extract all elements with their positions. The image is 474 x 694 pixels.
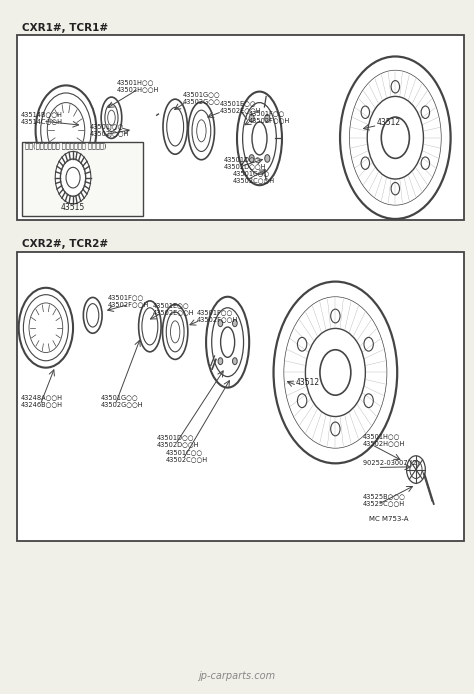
Text: アリ(アンチロック ブレーキング システム): アリ(アンチロック ブレーキング システム) [25, 142, 107, 149]
Circle shape [391, 81, 400, 93]
Ellipse shape [212, 307, 244, 377]
Text: 43501H○○
43502H○○H: 43501H○○ 43502H○○H [363, 433, 405, 446]
Circle shape [391, 183, 400, 195]
Text: 43525B○○○
43525C○○H: 43525B○○○ 43525C○○H [363, 493, 405, 507]
Text: 43512: 43512 [296, 378, 320, 387]
Bar [17, 35, 464, 219]
Circle shape [249, 155, 254, 162]
Circle shape [249, 115, 254, 122]
Ellipse shape [206, 297, 249, 388]
Circle shape [284, 297, 387, 448]
Bar [17, 252, 464, 541]
Circle shape [297, 337, 307, 351]
Circle shape [331, 309, 340, 323]
Ellipse shape [163, 99, 187, 154]
Circle shape [265, 115, 270, 122]
Circle shape [407, 456, 425, 483]
Text: 90252-03007 (2): 90252-03007 (2) [363, 459, 419, 466]
Ellipse shape [166, 312, 184, 352]
Ellipse shape [220, 327, 235, 357]
Ellipse shape [83, 298, 102, 333]
Ellipse shape [105, 104, 118, 132]
Circle shape [18, 288, 73, 368]
Ellipse shape [138, 301, 161, 352]
Circle shape [340, 56, 451, 219]
Text: 43501G○○
43502G○○: 43501G○○ 43502G○○ [183, 92, 221, 104]
Text: jp-carparts.com: jp-carparts.com [199, 671, 275, 681]
Ellipse shape [101, 97, 122, 138]
Text: 43501D○○
43502D○○H: 43501D○○ 43502D○○H [156, 434, 199, 447]
Circle shape [60, 159, 86, 196]
Text: 43501F○○
43502F○○H: 43501F○○ 43502F○○H [108, 294, 149, 307]
Ellipse shape [237, 92, 282, 185]
Circle shape [381, 117, 410, 158]
Text: 43515: 43515 [61, 203, 85, 212]
Circle shape [305, 328, 365, 416]
Circle shape [29, 303, 63, 353]
Circle shape [47, 103, 85, 158]
Circle shape [364, 337, 374, 351]
Ellipse shape [197, 120, 206, 142]
Text: 43501H○○
43502H○○H: 43501H○○ 43502H○○H [117, 79, 159, 92]
Circle shape [233, 357, 237, 364]
Circle shape [41, 93, 91, 167]
Ellipse shape [108, 110, 115, 126]
Ellipse shape [163, 304, 188, 359]
Ellipse shape [192, 110, 211, 151]
Circle shape [55, 151, 91, 204]
Circle shape [218, 357, 223, 364]
Circle shape [273, 282, 397, 464]
Text: 43501C○○
43502C○○H: 43501C○○ 43502C○○H [166, 448, 208, 462]
Text: 43514B○○H
43514C○○H: 43514B○○H 43514C○○H [20, 110, 63, 124]
Circle shape [218, 320, 223, 327]
Circle shape [410, 461, 422, 478]
Circle shape [361, 157, 370, 169]
Circle shape [361, 106, 370, 119]
Text: 43501F○○
43502F○○H: 43501F○○ 43502F○○H [248, 110, 290, 123]
Ellipse shape [188, 102, 215, 160]
Circle shape [23, 295, 68, 361]
Circle shape [66, 167, 80, 188]
Text: 43501D○○
43502D○○H: 43501D○○ 43502D○○H [224, 156, 266, 169]
Text: 43248A○○H
43246B○○H: 43248A○○H 43246B○○H [20, 394, 63, 407]
Text: 43501J○○
43502J○○H: 43501J○○ 43502J○○H [90, 124, 129, 137]
Ellipse shape [252, 122, 267, 155]
Text: 43501E○○
43502E○○H: 43501E○○ 43502E○○H [219, 100, 261, 113]
Circle shape [320, 350, 351, 395]
Ellipse shape [142, 307, 158, 345]
Text: 43501F○○
43502F○○H: 43501F○○ 43502F○○H [197, 309, 238, 322]
Text: 43501C○○
43502C○○H: 43501C○○ 43502C○○H [232, 170, 274, 183]
Text: MC M753-A: MC M753-A [369, 516, 409, 522]
Text: 43501E○○
43502E○○H: 43501E○○ 43502E○○H [153, 302, 194, 315]
Circle shape [265, 155, 270, 162]
Ellipse shape [171, 321, 180, 343]
Text: 43512: 43512 [377, 118, 401, 127]
Circle shape [364, 393, 374, 407]
Text: CXR1#, TCR1#: CXR1#, TCR1# [21, 24, 108, 33]
Circle shape [367, 96, 423, 179]
Circle shape [421, 157, 429, 169]
Circle shape [421, 106, 429, 119]
Text: 43501G○○
43502G○○H: 43501G○○ 43502G○○H [100, 394, 143, 407]
Circle shape [233, 320, 237, 327]
Bar [21, 142, 143, 217]
Ellipse shape [87, 304, 99, 327]
Text: CXR2#, TCR2#: CXR2#, TCR2# [21, 239, 108, 248]
Ellipse shape [167, 108, 183, 146]
Circle shape [349, 70, 441, 205]
Ellipse shape [243, 103, 276, 174]
Circle shape [36, 85, 97, 175]
Circle shape [331, 422, 340, 436]
Circle shape [297, 393, 307, 407]
